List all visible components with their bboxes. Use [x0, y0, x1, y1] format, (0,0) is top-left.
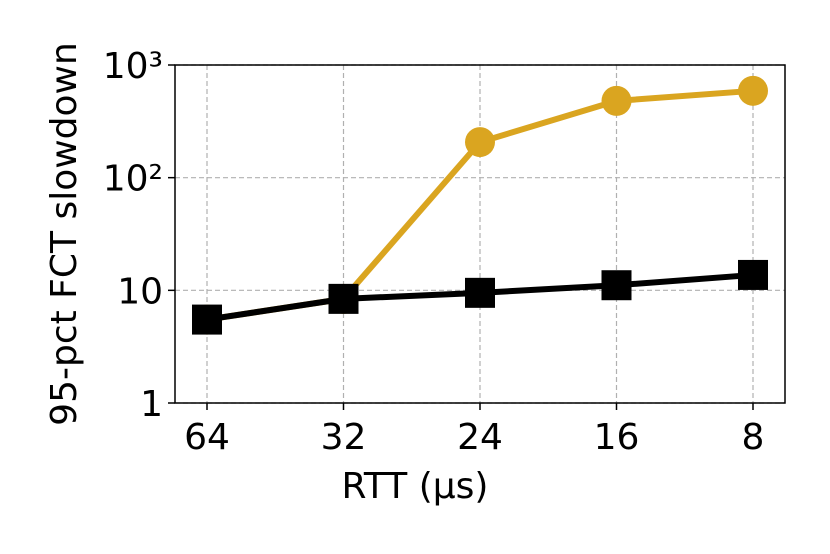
marker	[738, 75, 768, 106]
x-tick-label: 24	[457, 417, 503, 458]
marker	[601, 270, 632, 301]
x-tick-label: 8	[742, 417, 765, 458]
marker	[738, 259, 768, 290]
marker	[465, 277, 495, 308]
x-axis-label: RTT (μs)	[342, 466, 489, 507]
y-tick-label: 10³	[103, 46, 163, 87]
plot-frame	[174, 64, 786, 404]
x-tick-label: 32	[321, 417, 367, 458]
y-tick-label: 10	[117, 271, 163, 312]
marker	[601, 85, 632, 116]
x-tick-label: 64	[184, 417, 230, 458]
marker	[465, 127, 495, 158]
marker	[328, 283, 359, 314]
y-tick-label: 10²	[103, 159, 163, 200]
x-tick-label: 16	[594, 417, 640, 458]
y-tick-label: 1	[140, 384, 163, 425]
marker	[192, 304, 222, 335]
y-axis-label: 95-pct FCT slowdown	[44, 42, 85, 426]
